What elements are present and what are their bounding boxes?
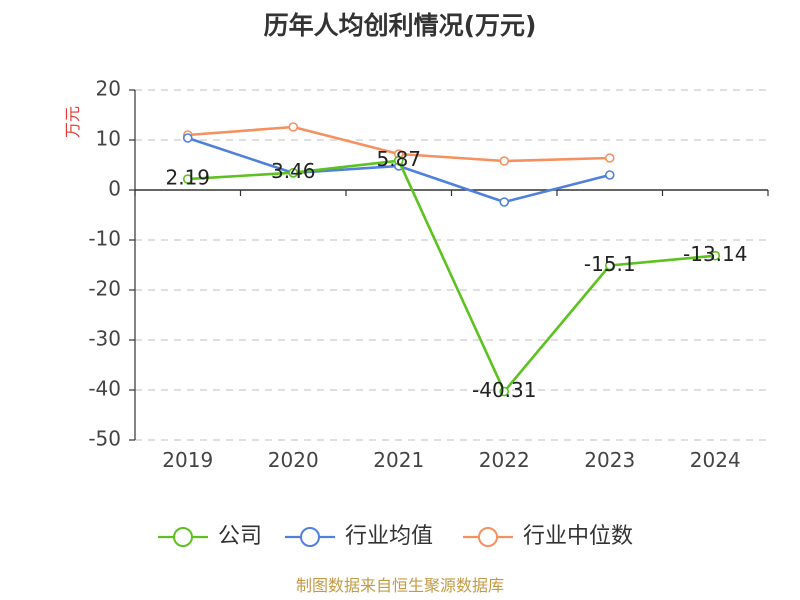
data-point[interactable] bbox=[604, 260, 615, 271]
data-label: -13.14 bbox=[683, 242, 747, 266]
data-point[interactable] bbox=[604, 153, 615, 163]
series-1 bbox=[182, 155, 721, 397]
data-point[interactable] bbox=[499, 156, 510, 166]
y-tick-label: -50 bbox=[88, 427, 121, 451]
data-point[interactable] bbox=[393, 155, 404, 166]
grid-lines bbox=[135, 89, 768, 441]
data-point[interactable] bbox=[499, 197, 510, 207]
y-tick-label: 0 bbox=[108, 177, 121, 201]
data-point[interactable] bbox=[604, 170, 615, 180]
series-2 bbox=[182, 133, 615, 207]
x-tick-label: 2021 bbox=[373, 448, 424, 472]
data-point[interactable] bbox=[499, 386, 510, 397]
y-tick-label: 20 bbox=[96, 77, 121, 101]
legend-item-3[interactable]: 行业中位数 bbox=[463, 524, 633, 549]
y-tick-label: -20 bbox=[88, 277, 121, 301]
legend-item-2[interactable]: 行业均值 bbox=[285, 524, 433, 549]
x-tick-label: 2024 bbox=[690, 448, 741, 472]
x-tick-label: 2023 bbox=[584, 448, 635, 472]
series-line bbox=[187, 159, 716, 393]
data-point[interactable] bbox=[182, 174, 193, 184]
data-label: -40.31 bbox=[472, 378, 536, 402]
data-label: 2.19 bbox=[165, 166, 210, 190]
data-point[interactable] bbox=[182, 133, 193, 143]
legend-marker-icon bbox=[300, 527, 320, 547]
legend-label: 行业中位数 bbox=[523, 524, 633, 549]
chart-title: 历年人均创利情况(万元) bbox=[264, 11, 537, 40]
y-tick-label: -10 bbox=[88, 227, 121, 251]
legend-item-1[interactable]: 公司 bbox=[158, 524, 262, 549]
y-axis-name: 万元 bbox=[63, 106, 82, 138]
legend-label: 行业均值 bbox=[345, 524, 433, 549]
legend-marker-icon bbox=[173, 527, 193, 547]
x-tick-label: 2022 bbox=[479, 448, 530, 472]
data-label: 3.46 bbox=[271, 159, 316, 183]
data-point[interactable] bbox=[288, 122, 299, 132]
data-label: -15.1 bbox=[584, 252, 636, 276]
x-tick-label: 2020 bbox=[268, 448, 319, 472]
data-label: 5.87 bbox=[376, 147, 421, 171]
legend-marker-icon bbox=[478, 527, 498, 547]
source-footer: 制图数据来自恒生聚源数据库 bbox=[296, 576, 504, 595]
legend-label: 公司 bbox=[218, 524, 262, 549]
data-point[interactable] bbox=[710, 250, 721, 261]
y-tick-label: -40 bbox=[88, 377, 121, 401]
legend: 公司 行业均值 行业中位数 bbox=[158, 524, 633, 549]
x-tick-label: 2019 bbox=[162, 448, 213, 472]
data-point[interactable] bbox=[288, 167, 299, 178]
y-tick-label: 10 bbox=[96, 127, 121, 151]
y-tick-label: -30 bbox=[88, 327, 121, 351]
